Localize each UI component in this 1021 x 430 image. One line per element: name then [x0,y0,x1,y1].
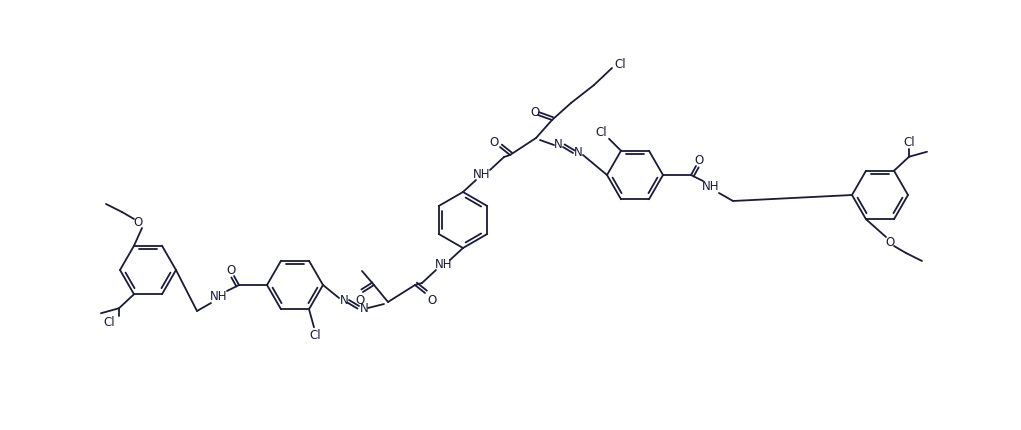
Text: Cl: Cl [595,126,606,139]
Text: O: O [134,215,143,228]
Text: Cl: Cl [103,316,114,329]
Text: N: N [359,301,369,314]
Text: N: N [340,294,348,307]
Text: N: N [553,138,563,151]
Text: O: O [530,105,540,119]
Text: NH: NH [435,258,452,271]
Text: Cl: Cl [904,136,915,149]
Text: O: O [694,154,703,168]
Text: NH: NH [210,291,228,304]
Text: O: O [428,295,437,307]
Text: O: O [227,264,236,277]
Text: NH: NH [702,181,720,194]
Text: Cl: Cl [309,329,321,342]
Text: Cl: Cl [615,58,626,71]
Text: O: O [489,136,498,150]
Text: NH: NH [474,169,491,181]
Text: O: O [885,237,894,249]
Text: O: O [355,295,364,307]
Text: N: N [574,147,582,160]
